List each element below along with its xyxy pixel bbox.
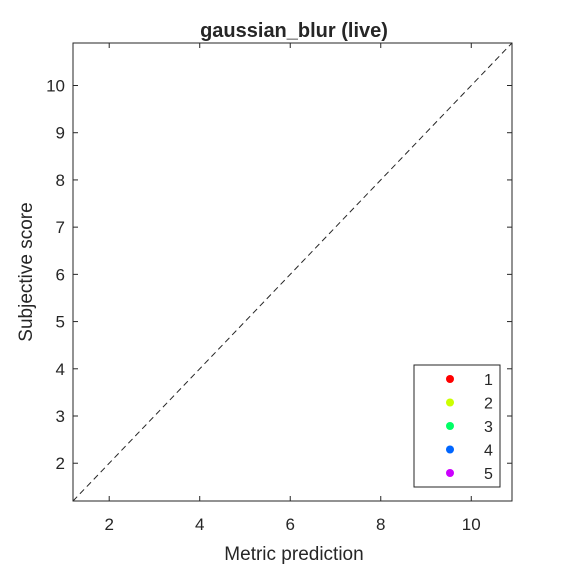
legend-marker	[446, 422, 454, 430]
y-tick-label: 5	[56, 313, 65, 332]
y-tick-label: 7	[56, 218, 65, 237]
y-axis: 2 3 4 5 6 7 8 9 10	[46, 76, 512, 473]
y-tick-label: 2	[56, 454, 65, 473]
x-tick-label: 8	[376, 515, 385, 534]
y-tick-label: 6	[56, 265, 65, 284]
legend-entry-label: 1	[484, 372, 493, 389]
legend-entry-label: 2	[484, 396, 493, 413]
legend-marker	[446, 398, 454, 407]
legend-marker	[446, 375, 454, 383]
x-axis: 2 4 6 8 10	[104, 43, 481, 534]
x-tick-label: 10	[462, 515, 481, 534]
y-tick-label: 10	[46, 76, 65, 95]
legend-box	[413, 364, 501, 488]
x-tick-label: 6	[286, 515, 295, 534]
legend-marker	[446, 469, 454, 477]
plot-area	[72, 42, 513, 502]
x-tick-label: 4	[195, 515, 204, 534]
legend-marker	[446, 445, 454, 454]
y-tick-label: 8	[56, 171, 65, 190]
y-tick-label: 9	[56, 124, 65, 143]
legend-entry-label: 3	[484, 419, 493, 436]
legend: 1 2 3 4 5	[413, 364, 501, 488]
plot-frame	[72, 42, 513, 502]
y-tick-label: 3	[56, 407, 65, 426]
legend-entry-label: 5	[484, 466, 493, 483]
legend-entry-label: 4	[484, 443, 493, 460]
reference-diagonal-line	[72, 42, 513, 502]
y-axis-label: Subjective score	[16, 202, 37, 341]
x-axis-label: Metric prediction	[224, 544, 363, 565]
chart-title: gaussian_blur (live)	[200, 20, 388, 42]
y-tick-label: 4	[56, 360, 65, 379]
x-tick-label: 2	[104, 515, 113, 534]
